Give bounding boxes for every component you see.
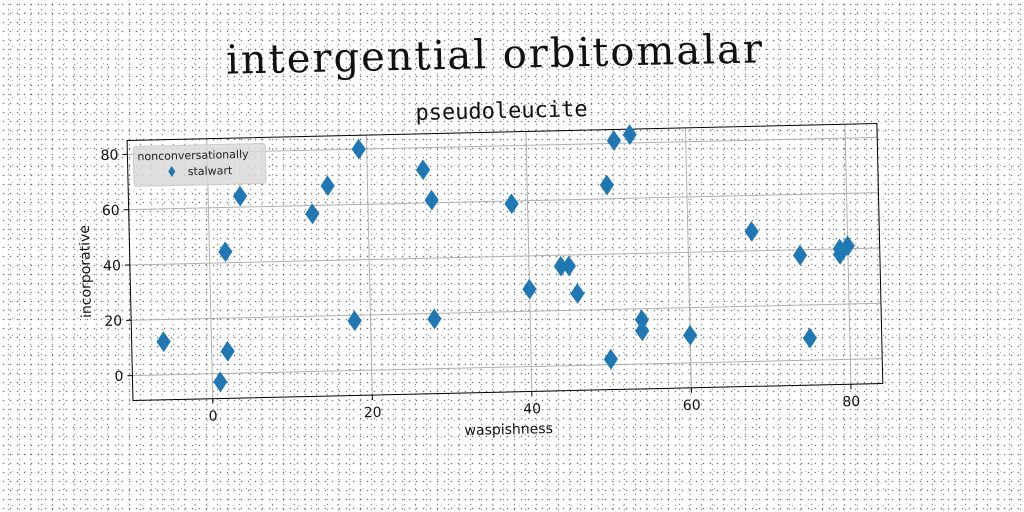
data-point <box>622 124 637 146</box>
data-point <box>347 310 362 332</box>
y-gridline <box>129 247 880 266</box>
data-point <box>351 138 366 160</box>
data-point <box>218 241 233 263</box>
x-tick-label: 0 <box>209 409 218 425</box>
data-point <box>603 348 618 370</box>
data-point <box>570 283 585 304</box>
x-axis-label: waspishness <box>464 421 553 439</box>
legend-marker <box>168 166 176 178</box>
data-point <box>220 340 235 362</box>
data-point <box>427 308 442 330</box>
plot-frame <box>126 123 884 401</box>
data-point <box>561 255 576 277</box>
data-point <box>802 327 818 349</box>
y-axis-label: incorporative <box>77 225 95 318</box>
data-point <box>522 278 537 300</box>
chart-title: pseudoleucite <box>415 97 588 126</box>
data-point <box>606 130 622 151</box>
y-tick-label: 0 <box>114 369 123 385</box>
data-point <box>305 203 320 225</box>
x-gridline <box>525 131 533 392</box>
data-point <box>213 371 228 393</box>
y-gridline <box>132 358 883 377</box>
data-point <box>744 221 759 242</box>
data-point <box>156 331 171 353</box>
x-gridline <box>684 127 692 388</box>
data-point <box>415 159 431 181</box>
y-tick-label: 20 <box>104 313 122 329</box>
legend-label: stalwart <box>188 164 233 178</box>
x-tick-label: 20 <box>364 405 382 421</box>
data-point <box>320 175 335 197</box>
data-point <box>635 320 650 342</box>
y-tick-label: 40 <box>103 258 121 274</box>
y-tick-label: 80 <box>100 148 118 164</box>
x-tick-label: 80 <box>842 394 860 410</box>
data-point <box>232 185 248 207</box>
x-tick-label: 60 <box>683 398 701 414</box>
data-point <box>424 189 439 211</box>
x-tick-label: 40 <box>523 401 541 417</box>
y-gridline <box>128 192 879 211</box>
x-gridline <box>365 135 373 396</box>
data-point <box>504 193 519 215</box>
data-point <box>792 244 808 266</box>
y-gridline <box>131 302 881 321</box>
data-point <box>840 235 855 257</box>
legend-title: nonconversationally <box>137 148 249 164</box>
data-point <box>599 174 615 196</box>
y-tick-label: 60 <box>102 203 120 219</box>
data-point <box>683 324 698 346</box>
legend-background <box>132 142 267 187</box>
legend: nonconversationally stalwart <box>132 142 267 187</box>
